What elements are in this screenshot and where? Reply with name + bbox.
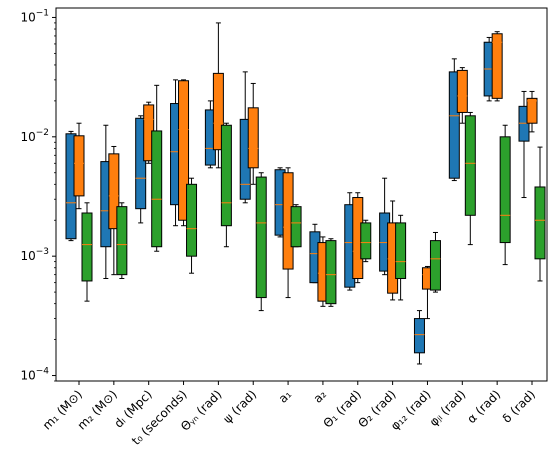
box-8-series-2 <box>360 219 372 263</box>
box-body <box>212 72 224 151</box>
box-body <box>220 124 232 227</box>
box-1-series-2 <box>116 202 128 280</box>
box-12-series-2 <box>499 124 511 266</box>
box-body <box>186 183 198 257</box>
box-5-series-1 <box>247 82 259 185</box>
box-body <box>395 222 407 280</box>
box-body <box>360 222 372 260</box>
box-4-series-1 <box>212 22 224 169</box>
box-4-series-2 <box>220 122 232 248</box>
y-tick-label: 10−4 <box>20 367 49 383</box>
box-body <box>518 105 530 142</box>
box-body <box>116 206 128 276</box>
box-body <box>290 206 302 248</box>
box-body <box>429 240 441 291</box>
y-tick-label: 10−1 <box>20 8 49 24</box>
box-7-series-2 <box>325 238 337 307</box>
box-body <box>491 33 503 99</box>
box-11-series-0 <box>448 58 460 182</box>
box-13-series-1 <box>526 90 538 133</box>
box-3-series-2 <box>186 177 198 274</box>
box-body <box>456 69 468 113</box>
box-13-series-0 <box>518 90 530 199</box>
box-body <box>325 240 337 305</box>
box-1-series-1 <box>108 145 120 276</box>
box-11-series-1 <box>456 67 468 124</box>
plot-frame <box>55 7 548 382</box>
box-3-series-1 <box>178 79 190 227</box>
box-0-series-1 <box>73 122 85 210</box>
box-body <box>151 130 163 248</box>
box-body <box>135 117 147 210</box>
box-body <box>108 153 120 230</box>
box-body <box>247 107 259 169</box>
boxes-layer <box>65 22 546 365</box>
box-body <box>413 318 425 354</box>
box-2-series-0 <box>135 115 147 224</box>
box-9-series-2 <box>395 214 407 301</box>
box-0-series-2 <box>81 202 93 302</box>
y-tick-label: 10−2 <box>20 128 49 144</box>
box-13-series-2 <box>534 146 546 282</box>
box-12-series-1 <box>491 31 503 102</box>
y-tick-label: 10−3 <box>20 247 49 263</box>
box-11-series-2 <box>464 111 476 246</box>
box-5-series-2 <box>255 172 267 312</box>
box-3-series-0 <box>170 79 182 227</box>
box-body <box>464 115 476 216</box>
box-body <box>73 135 85 197</box>
box-body <box>448 71 460 179</box>
box-body <box>526 97 538 124</box>
box-body <box>499 136 511 244</box>
box-body <box>178 80 190 221</box>
box-body <box>255 176 267 299</box>
box-10-series-2 <box>429 231 441 293</box>
box-body <box>81 212 93 282</box>
box-10-series-0 <box>413 310 425 365</box>
box-2-series-2 <box>151 84 163 252</box>
box-body <box>534 186 546 260</box>
box-6-series-2 <box>290 204 302 248</box>
y-axis: 10−4 10−3 10−2 10−1 <box>20 8 56 383</box>
